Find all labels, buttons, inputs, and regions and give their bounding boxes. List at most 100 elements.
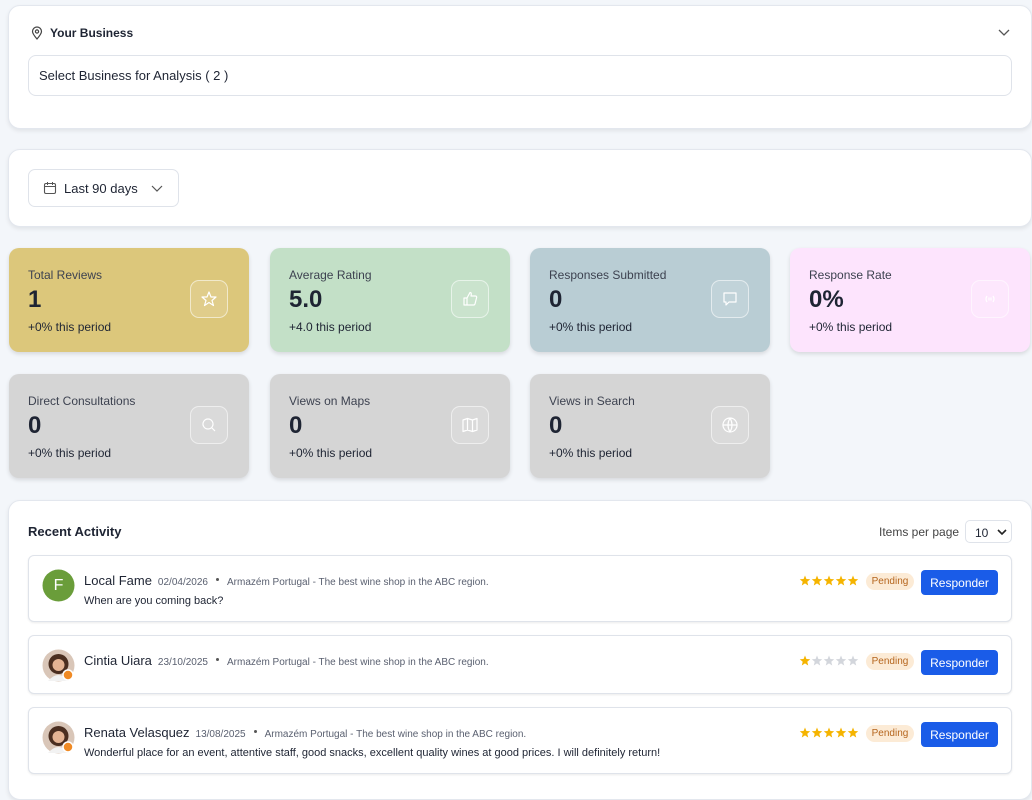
stat-icon [462, 417, 478, 433]
icon-shape [463, 291, 478, 306]
avatar-face [52, 731, 65, 743]
date-filter-button[interactable]: Last 90 days [28, 169, 179, 207]
star-rating [799, 727, 859, 738]
stat-value: 0 [289, 412, 303, 439]
stat-label: Responses Submitted [549, 268, 667, 282]
icon-shape [201, 291, 217, 307]
stat-change: +0% this period [809, 320, 893, 334]
stat-icon [723, 292, 737, 306]
reviewer-name: Renata Velasquez [84, 725, 190, 740]
reviewer-name: Cintia Uiara [84, 653, 152, 668]
business-name: Armazém Portugal - The best wine shop in… [226, 577, 489, 588]
stat-icon-box [451, 280, 489, 318]
stat-change: +0% this period [549, 446, 633, 460]
icon-shape [985, 295, 995, 303]
activity-title: Recent Activity [28, 524, 122, 539]
collapse-chevron[interactable] [997, 28, 1011, 38]
stat-icon [201, 291, 217, 307]
pin-icon [31, 26, 43, 40]
stat-icon [985, 295, 995, 303]
avatar-badge [62, 669, 74, 681]
stat-card: Views on Maps 0 +0% this period [270, 374, 510, 478]
separator-dot [215, 658, 219, 662]
star [823, 655, 835, 666]
respond-button[interactable]: Responder [921, 650, 998, 675]
star [835, 655, 847, 666]
avatar-face [52, 659, 65, 671]
star [847, 727, 859, 738]
stat-value: 5.0 [289, 286, 323, 313]
stat-icon-box [711, 406, 749, 444]
filter-card: Last 90 days [8, 149, 1032, 227]
stat-change: +0% this period [289, 446, 373, 460]
star [799, 655, 811, 666]
stat-card: Direct Consultations 0 +0% this period [9, 374, 249, 478]
star [811, 727, 823, 738]
star [823, 575, 835, 586]
star [799, 575, 811, 586]
avatar [42, 649, 75, 682]
stat-label: Views on Maps [289, 394, 371, 408]
stat-card: Total Reviews 1 +0% this period [9, 248, 249, 352]
stat-card: Response Rate 0% +0% this period [790, 248, 1030, 352]
star [835, 575, 847, 586]
stat-change: +0% this period [549, 320, 633, 334]
avatar-badge [62, 741, 74, 753]
status-badge: Pending [866, 725, 914, 742]
avatar-bg [42, 569, 75, 602]
review-date: 23/10/2025 [157, 657, 208, 668]
stat-card: Responses Submitted 0 +0% this period [530, 248, 770, 352]
stat-label: Average Rating [289, 268, 372, 282]
star [835, 727, 847, 738]
icon-shape [722, 417, 738, 433]
review-item: Renata Velasquez 13/08/2025 Armazém Portug… [28, 707, 1012, 774]
calendar-icon [43, 182, 57, 195]
stat-label: Direct Consultations [28, 394, 136, 408]
business-card: Your Business Select Business for Analys… [8, 5, 1032, 129]
star-rating [799, 655, 859, 666]
respond-button[interactable]: Responder [921, 722, 998, 747]
stat-value: 0% [809, 286, 844, 313]
stat-icon-box [711, 280, 749, 318]
star-rating [799, 575, 859, 586]
star [847, 575, 859, 586]
status-badge: Pending [866, 653, 914, 670]
chevron [151, 185, 163, 192]
business-select[interactable]: Select Business for Analysis ( 2 ) [28, 55, 1012, 96]
stat-icon-box [451, 406, 489, 444]
respond-button[interactable]: Responder [921, 570, 998, 595]
star [811, 575, 823, 586]
avatar-letter: F [53, 577, 64, 594]
star [811, 655, 823, 666]
star [799, 727, 811, 738]
stat-value: 0 [549, 412, 563, 439]
stat-icon-box [971, 280, 1009, 318]
items-per-page-value: 10 [975, 526, 989, 540]
stat-change: +4.0 this period [289, 320, 372, 334]
stat-card: Views in Search 0 +0% this period [530, 374, 770, 478]
reviewer-name: Local Fame [84, 573, 152, 588]
page: Your Business Select Business for Analys… [8, 5, 1032, 800]
star [823, 727, 835, 738]
review-item: F Local Fame 02/04/2026 Armazém Portugal - … [28, 555, 1012, 622]
icon-shape [202, 418, 216, 432]
business-name: Armazém Portugal - The best wine shop in… [226, 657, 489, 668]
review-header: Local Fame 02/04/2026 Armazém Portugal - T… [84, 572, 489, 590]
review-header: Renata Velasquez 13/08/2025 Armazém Portug… [84, 724, 526, 742]
star [847, 655, 859, 666]
stat-change: +0% this period [28, 446, 112, 460]
stat-label: Total Reviews [28, 268, 103, 282]
stat-value: 1 [28, 286, 42, 313]
items-per-page-select[interactable]: 10 [965, 520, 1012, 543]
review-item: Cintia Uiara 23/10/2025 Armazém Portugal -… [28, 635, 1012, 694]
business-title: Your Business [50, 26, 134, 40]
business-name: Armazém Portugal - The best wine shop in… [264, 729, 527, 740]
items-per-page-label: Items per page [879, 525, 960, 539]
stat-label: Response Rate [809, 268, 892, 282]
review-comment: Wonderful place for an event, attentive … [84, 747, 661, 759]
date-filter-label: Last 90 days [64, 181, 138, 196]
stat-icon [202, 418, 216, 432]
review-date: 02/04/2026 [157, 577, 208, 588]
stat-value: 0 [549, 286, 563, 313]
separator-dot [215, 578, 219, 582]
